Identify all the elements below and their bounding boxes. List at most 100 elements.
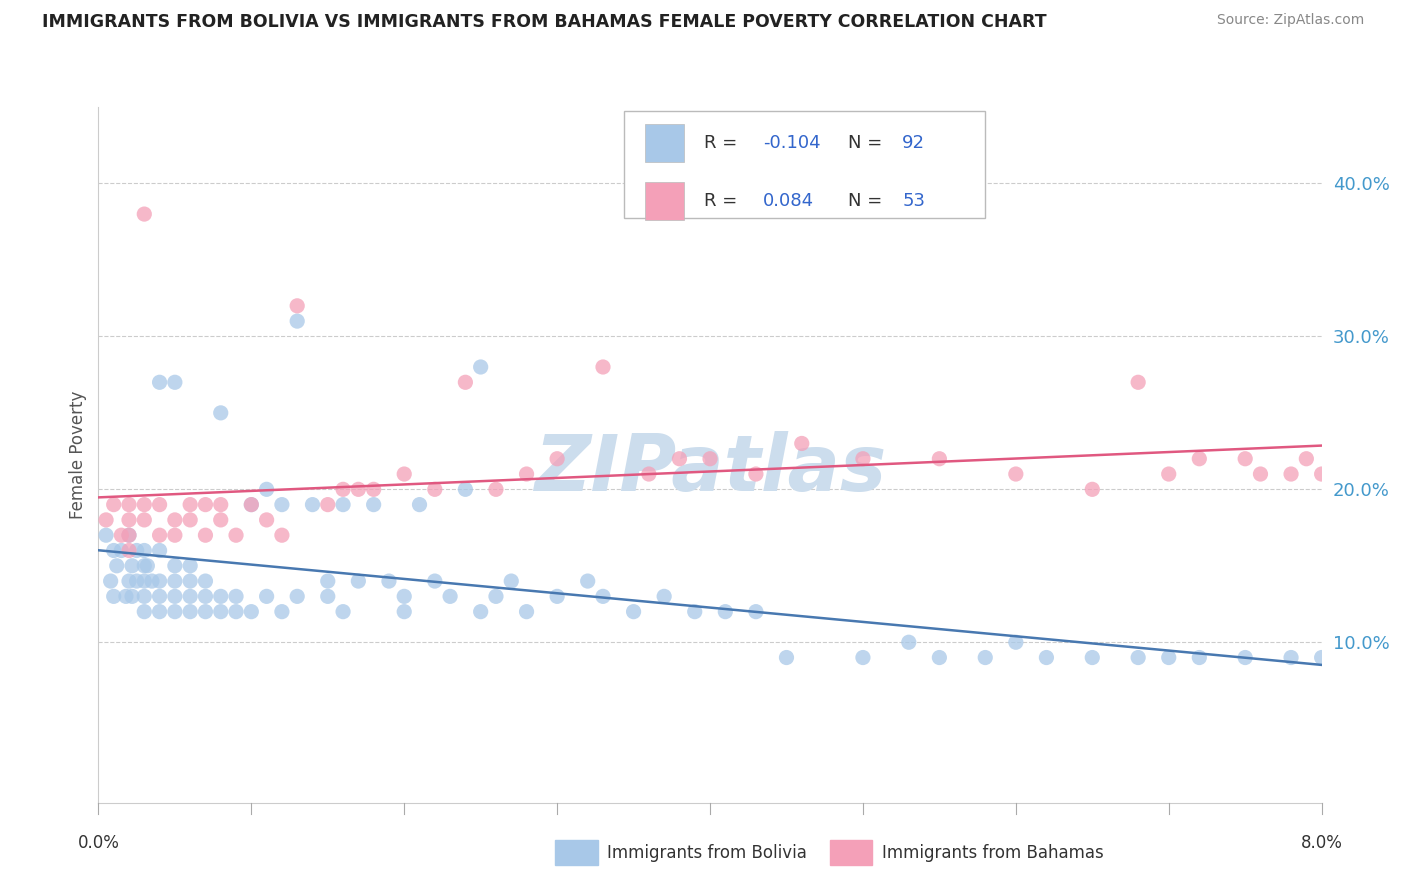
Point	[347, 483, 370, 497]
Text: R =: R =	[704, 192, 737, 210]
Text: Source: ZipAtlas.com: Source: ZipAtlas.com	[1216, 13, 1364, 28]
Point	[134, 574, 156, 588]
Point	[392, 590, 416, 604]
Point	[623, 605, 645, 619]
Point	[209, 605, 232, 619]
Point	[163, 513, 186, 527]
Text: 8.0%: 8.0%	[1301, 834, 1343, 852]
Point	[179, 513, 201, 527]
Point	[209, 590, 232, 604]
Point	[470, 605, 492, 619]
Text: N =: N =	[848, 192, 883, 210]
Point	[256, 513, 278, 527]
Point	[110, 528, 132, 542]
Point	[134, 498, 156, 512]
Point	[149, 543, 172, 558]
Text: 0.084: 0.084	[762, 192, 814, 210]
Text: Immigrants from Bahamas: Immigrants from Bahamas	[882, 844, 1104, 862]
Point	[125, 574, 148, 588]
Point	[516, 467, 538, 481]
Point	[118, 528, 141, 542]
FancyBboxPatch shape	[645, 182, 685, 220]
Point	[974, 650, 997, 665]
Point	[485, 483, 508, 497]
Point	[332, 483, 354, 497]
Point	[163, 528, 186, 542]
Point	[1310, 650, 1333, 665]
Point	[134, 543, 156, 558]
Y-axis label: Female Poverty: Female Poverty	[69, 391, 87, 519]
Point	[100, 574, 122, 588]
Point	[1279, 650, 1302, 665]
Point	[118, 513, 141, 527]
Point	[928, 451, 950, 466]
Point	[285, 314, 308, 328]
Point	[163, 590, 186, 604]
FancyBboxPatch shape	[624, 111, 986, 219]
Point	[134, 513, 156, 527]
Point	[94, 528, 117, 542]
Point	[225, 528, 247, 542]
Point	[118, 498, 141, 512]
Point	[775, 650, 797, 665]
Point	[546, 451, 568, 466]
Point	[392, 467, 416, 481]
Point	[592, 590, 614, 604]
Point	[1035, 650, 1057, 665]
Point	[897, 635, 920, 649]
Point	[149, 590, 172, 604]
Point	[121, 590, 143, 604]
Text: -0.104: -0.104	[762, 134, 820, 153]
Text: 92: 92	[903, 134, 925, 153]
Point	[683, 605, 706, 619]
Point	[1081, 650, 1104, 665]
Point	[1234, 650, 1257, 665]
Point	[209, 513, 232, 527]
Point	[115, 590, 138, 604]
Point	[125, 543, 148, 558]
Point	[1157, 467, 1180, 481]
Point	[501, 574, 523, 588]
Point	[270, 605, 294, 619]
Text: ZIPatlas: ZIPatlas	[534, 431, 886, 507]
Point	[668, 451, 690, 466]
Point	[179, 590, 201, 604]
Point	[1295, 451, 1317, 466]
Point	[714, 605, 737, 619]
Point	[163, 558, 186, 573]
Point	[118, 543, 141, 558]
Point	[316, 574, 339, 588]
Point	[270, 528, 294, 542]
Point	[1157, 650, 1180, 665]
Text: R =: R =	[704, 134, 737, 153]
Point	[194, 590, 217, 604]
Point	[209, 498, 232, 512]
Point	[149, 605, 172, 619]
Point	[454, 483, 477, 497]
Point	[194, 498, 217, 512]
Point	[110, 543, 132, 558]
Text: N =: N =	[848, 134, 883, 153]
Point	[516, 605, 538, 619]
Point	[149, 528, 172, 542]
Point	[121, 558, 143, 573]
Point	[240, 605, 263, 619]
Point	[347, 574, 370, 588]
Point	[423, 574, 446, 588]
Point	[163, 376, 186, 390]
Point	[1249, 467, 1271, 481]
Point	[209, 406, 232, 420]
Point	[332, 498, 354, 512]
Point	[928, 650, 950, 665]
Point	[852, 650, 875, 665]
Point	[576, 574, 599, 588]
Point	[1279, 467, 1302, 481]
Point	[1310, 467, 1333, 481]
Point	[179, 605, 201, 619]
Point	[149, 498, 172, 512]
Point	[118, 528, 141, 542]
Point	[149, 574, 172, 588]
Point	[1188, 650, 1211, 665]
Point	[149, 376, 172, 390]
Point	[225, 590, 247, 604]
